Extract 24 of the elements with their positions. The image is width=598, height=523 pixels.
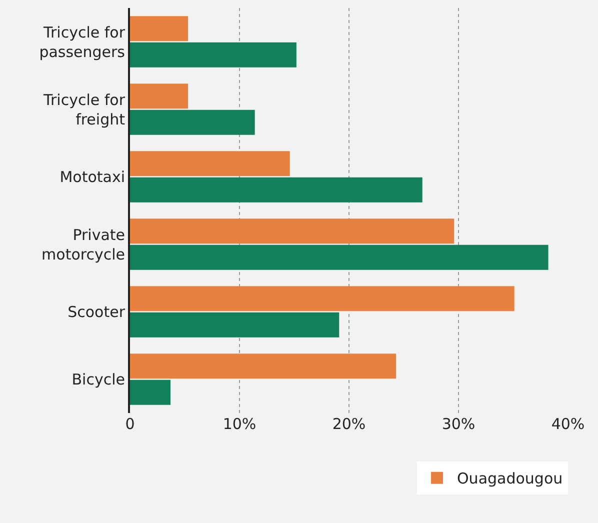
bar: [130, 151, 290, 176]
bar: [130, 218, 454, 244]
x-tick-label: 0: [125, 415, 135, 433]
y-tick-label: Mototaxi: [60, 168, 125, 186]
y-tick-label: Tricycle for freight: [42, 90, 126, 128]
x-tick-label: 10%: [222, 415, 256, 433]
x-tick-label: 30%: [442, 415, 476, 433]
bar: [130, 84, 188, 109]
bar: [130, 286, 514, 312]
bar: [130, 16, 188, 42]
bar: [130, 244, 548, 270]
x-tick-label: 20%: [332, 415, 366, 433]
bar: [130, 312, 340, 338]
y-tick-label: Tricycle for passengers: [39, 23, 126, 61]
y-tick-label: Private motorcycle: [42, 226, 125, 264]
y-tick-label: Scooter: [68, 303, 126, 321]
legend-label: Ouagadougou: [457, 470, 563, 488]
bar: [130, 354, 396, 379]
bar: [130, 380, 171, 405]
bar: [130, 110, 255, 135]
bar: [130, 42, 296, 68]
x-tick-label: 40%: [551, 415, 585, 433]
bar: [130, 177, 422, 202]
y-tick-label: Bicycle: [72, 370, 125, 388]
